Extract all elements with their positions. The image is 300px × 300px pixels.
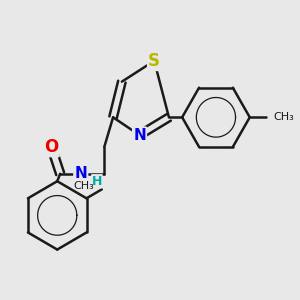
Text: CH₃: CH₃ [74,182,94,191]
Text: N: N [74,166,87,181]
Text: CH₃: CH₃ [273,112,294,122]
Text: O: O [44,138,58,156]
Text: S: S [148,52,160,70]
Text: H: H [92,175,102,188]
Text: N: N [133,128,146,142]
